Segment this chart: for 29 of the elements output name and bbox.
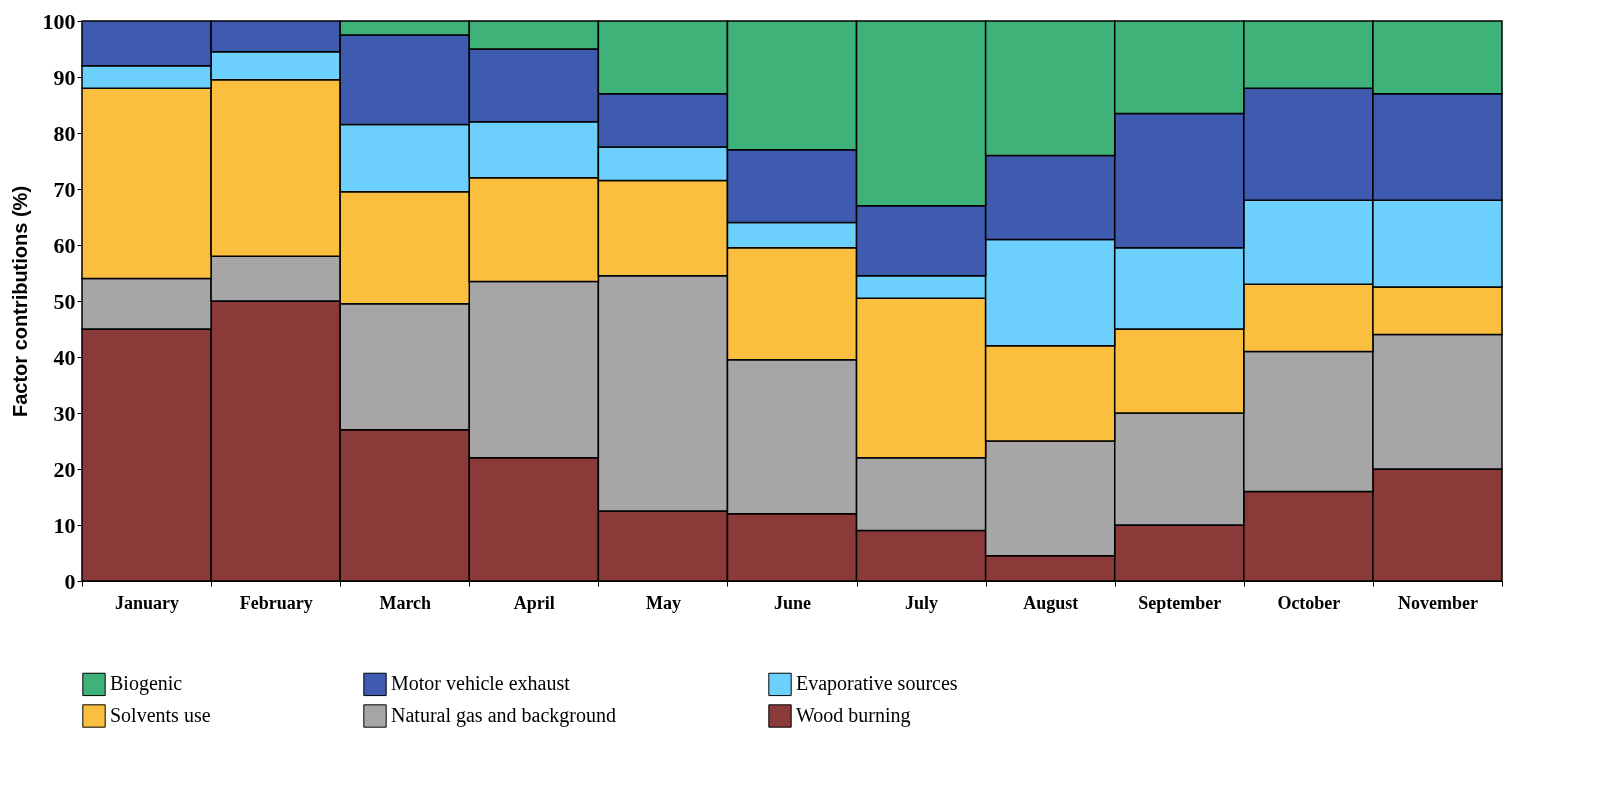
x-tick-label: April	[513, 592, 555, 613]
legend-label: Biogenic	[110, 672, 183, 696]
x-tick-label: February	[239, 592, 313, 613]
y-tick-label: 90	[53, 64, 76, 90]
legend-label: Motor vehicle exhaust	[391, 672, 571, 695]
legend-label: Evaporative sources	[796, 672, 958, 696]
x-tick-label: May	[645, 592, 681, 613]
y-tick-label: 10	[53, 512, 76, 538]
x-tick-label: June	[773, 592, 812, 613]
y-tick-label: 0	[64, 568, 76, 594]
x-tick-label: October	[1277, 592, 1341, 613]
y-tick-label: 20	[53, 456, 76, 482]
y-tick-label: 100	[42, 8, 76, 34]
x-tick-label: July	[905, 592, 939, 613]
legend-label: Solvents use	[110, 704, 211, 726]
x-tick-label: November	[1397, 592, 1478, 613]
y-tick-label: 50	[53, 288, 76, 314]
legend-label: Natural gas and background	[391, 704, 616, 727]
y-tick-label: 70	[53, 176, 76, 202]
y-tick-label: 80	[53, 120, 76, 146]
x-tick-label: August	[1023, 592, 1079, 613]
y-tick-label: 30	[53, 400, 76, 426]
y-axis-title: Factor contributions (%)	[8, 185, 31, 418]
x-tick-label: March	[379, 592, 432, 613]
x-tick-label: January	[115, 592, 180, 613]
legend-label: Wood burning	[796, 704, 911, 727]
y-tick-label: 40	[53, 344, 76, 370]
x-tick-label: September	[1138, 592, 1222, 613]
y-tick-label: 60	[53, 232, 76, 258]
